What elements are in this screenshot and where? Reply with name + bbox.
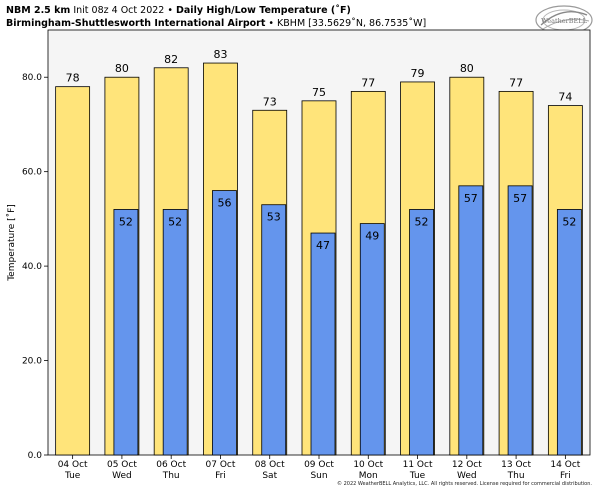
high-value-label: 78 — [66, 72, 80, 85]
high-value-label: 77 — [361, 76, 375, 89]
model-name: NBM 2.5 km — [6, 5, 71, 16]
init-time: Init 08z 4 Oct 2022 — [73, 5, 165, 16]
bullet-separator: • — [167, 5, 173, 16]
low-value-label: 52 — [119, 215, 133, 228]
y-axis-label: Temperature [˚F] — [6, 204, 17, 282]
high-value-label: 80 — [115, 62, 129, 75]
copyright-text: © 2022 WeatherBELL Analytics, LLC. All r… — [337, 481, 592, 487]
low-bar — [359, 223, 385, 456]
high-value-label: 77 — [509, 76, 523, 89]
y-tick-label: 0.0 — [28, 451, 43, 461]
logo-swirl-icon: WeatherBELL — [535, 5, 593, 35]
x-tick-label-date: 10 Oct — [353, 460, 383, 470]
data-labels: 78 80 82 83 73 75 77 79 80 77 74 52 52 56 53 47 49 52 57 57… — [66, 48, 577, 252]
y-tick-label: 40.0 — [22, 262, 42, 272]
x-tick-label-day: Tue — [409, 471, 426, 481]
high-value-label: 80 — [460, 62, 474, 75]
logo-text: WeatherBELL — [541, 17, 587, 25]
x-tick-label-date: 07 Oct — [206, 460, 236, 470]
x-tick-label-day: Fri — [560, 471, 571, 481]
x-tick-label-day: Sat — [262, 471, 277, 481]
low-bars — [113, 185, 582, 456]
x-tick-label-day: Tue — [64, 471, 81, 481]
header-line-2: Birmingham-Shuttlesworth International A… — [6, 17, 426, 30]
low-value-label: 52 — [168, 215, 182, 228]
x-tick-label-date: 13 Oct — [501, 460, 531, 470]
low-value-label: 52 — [415, 215, 429, 228]
low-bar — [162, 209, 188, 456]
weatherbell-logo: WeatherBELL — [533, 3, 595, 37]
low-value-label: 47 — [316, 239, 330, 252]
y-tick-label: 20.0 — [22, 357, 42, 367]
low-bar — [261, 204, 287, 456]
low-bar — [507, 185, 533, 456]
bullet-separator-2: • — [268, 18, 275, 29]
x-tick-label-date: 14 Oct — [550, 460, 580, 470]
y-axis: 0.0 20.0 40.0 60.0 80.0 — [22, 73, 48, 461]
y-tick-label: 80.0 — [22, 73, 42, 83]
y-tick-label: 60.0 — [22, 168, 42, 178]
x-tick-label-date: 04 Oct — [58, 460, 88, 470]
low-value-label: 57 — [513, 192, 527, 205]
x-tick-label-day: Thu — [162, 471, 180, 481]
chart-header: NBM 2.5 km Init 08z 4 Oct 2022 • Daily H… — [6, 4, 426, 30]
high-value-label: 82 — [164, 53, 178, 66]
high-value-label: 74 — [558, 91, 572, 104]
header-line-1: NBM 2.5 km Init 08z 4 Oct 2022 • Daily H… — [6, 4, 426, 17]
low-bar — [310, 232, 336, 456]
high-bar — [55, 86, 91, 456]
low-value-label: 49 — [365, 230, 379, 243]
high-value-label: 75 — [312, 86, 326, 99]
low-bar — [113, 209, 139, 456]
high-value-label: 79 — [411, 67, 425, 80]
x-tick-label-day: Thu — [507, 471, 525, 481]
low-bar — [409, 209, 434, 456]
station-info: KBHM [33.5629˚N, 86.7535˚W] — [277, 18, 427, 29]
low-value-label: 57 — [464, 192, 478, 205]
x-tick-label-day: Sun — [310, 471, 327, 481]
x-tick-label-date: 05 Oct — [107, 460, 137, 470]
chart-title: Daily High/Low Temperature (˚F) — [176, 5, 351, 16]
x-tick-label-day: Wed — [457, 471, 477, 481]
low-value-label: 52 — [562, 215, 576, 228]
x-tick-label-day: Wed — [112, 471, 132, 481]
x-tick-label-day: Fri — [215, 471, 226, 481]
x-tick-label-date: 12 Oct — [452, 460, 482, 470]
x-tick-label-day: Mon — [359, 471, 378, 481]
low-value-label: 56 — [217, 197, 231, 210]
low-bar — [212, 190, 237, 456]
x-tick-label-date: 08 Oct — [255, 460, 285, 470]
x-tick-label-date: 09 Oct — [304, 460, 334, 470]
x-tick-label-date: 06 Oct — [156, 460, 186, 470]
location-name: Birmingham-Shuttlesworth International A… — [6, 18, 266, 29]
low-bar — [458, 185, 484, 456]
x-tick-label-date: 11 Oct — [403, 460, 433, 470]
high-value-label: 73 — [263, 95, 277, 108]
high-value-label: 83 — [213, 48, 227, 61]
low-value-label: 53 — [267, 211, 281, 224]
low-bar — [556, 209, 582, 456]
